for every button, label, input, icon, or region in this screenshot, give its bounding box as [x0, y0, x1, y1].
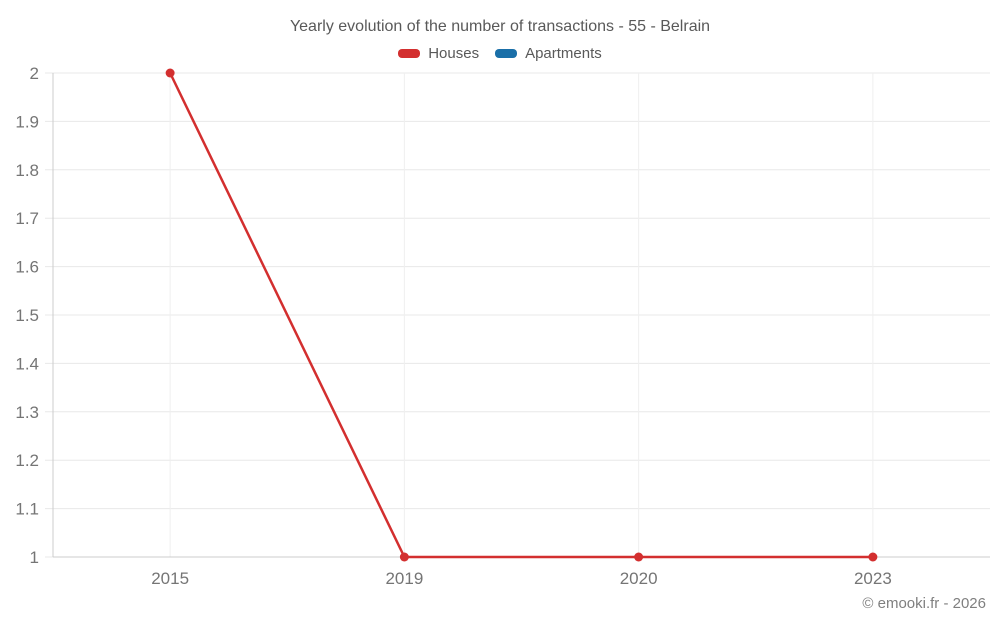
y-tick-label: 1.2 [15, 451, 39, 470]
copyright-credit: © emooki.fr - 2026 [862, 595, 986, 612]
y-tick-label: 1.9 [15, 112, 39, 131]
y-tick-label: 2 [30, 64, 39, 83]
x-tick-label: 2020 [620, 569, 658, 588]
y-tick-label: 1.3 [15, 403, 39, 422]
chart-legend: Houses Apartments [0, 45, 1000, 62]
houses-swatch-icon [398, 49, 421, 58]
x-tick-label: 2019 [385, 569, 423, 588]
legend-item-apartments[interactable]: Apartments [495, 45, 602, 62]
y-tick-label: 1 [30, 548, 39, 567]
legend-label-apartments: Apartments [525, 45, 602, 62]
y-tick-label: 1.5 [15, 306, 39, 325]
data-point-houses[interactable] [868, 552, 878, 562]
data-point-houses[interactable] [634, 552, 644, 562]
data-point-houses[interactable] [399, 552, 409, 562]
legend-label-houses: Houses [428, 45, 480, 62]
y-tick-label: 1.4 [15, 354, 39, 373]
data-point-houses[interactable] [165, 68, 175, 78]
y-tick-label: 1.1 [15, 500, 39, 519]
chart-title: Yearly evolution of the number of transa… [289, 18, 711, 35]
y-tick-label: 1.7 [15, 209, 39, 228]
x-tick-label: 2023 [854, 569, 892, 588]
legend-item-houses[interactable]: Houses [398, 45, 479, 62]
series-line-houses [168, 72, 873, 559]
apartments-swatch-icon [495, 49, 518, 58]
y-tick-label: 1.6 [15, 258, 39, 277]
x-tick-label: 2015 [151, 569, 189, 588]
y-tick-label: 1.8 [15, 161, 39, 180]
